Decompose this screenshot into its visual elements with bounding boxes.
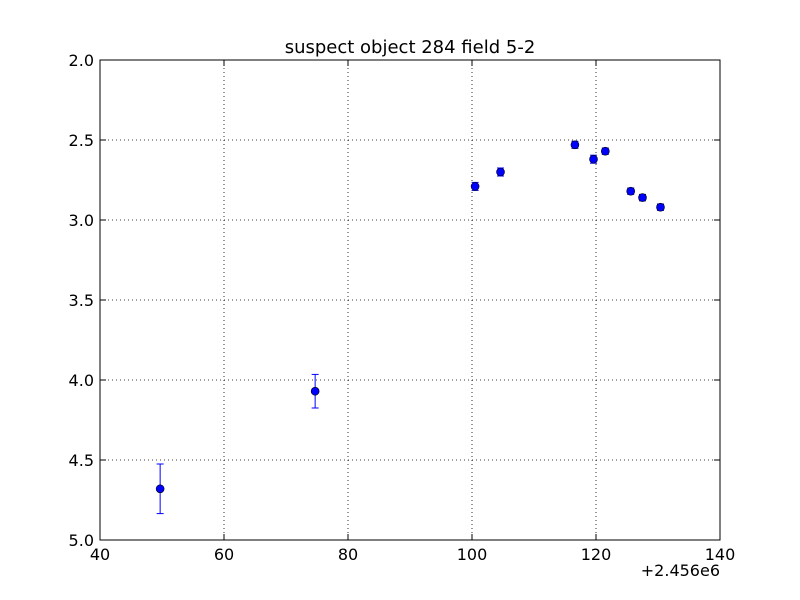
x-tick-label: 140 (705, 545, 736, 564)
data-point (589, 154, 598, 164)
data-marks (155, 140, 665, 515)
grid (100, 60, 720, 540)
y-tick-label: 3.0 (69, 211, 94, 230)
data-point (626, 186, 636, 196)
chart-title: suspect object 284 field 5-2 (285, 37, 536, 58)
data-point (600, 146, 610, 156)
y-tick-label: 4.0 (69, 371, 94, 390)
x-tick-label: 120 (581, 545, 612, 564)
y-tick-label: 4.5 (69, 451, 94, 470)
y-tick-label: 3.5 (69, 291, 94, 310)
x-tick-label: 80 (338, 545, 358, 564)
data-point (638, 193, 647, 202)
data-point (155, 484, 165, 494)
x-tick-label: 100 (457, 545, 488, 564)
data-point (310, 386, 320, 396)
y-tick-label: 2.0 (69, 51, 94, 70)
data-point (570, 140, 580, 150)
x-tick-label: 60 (214, 545, 234, 564)
x-tick-label: 40 (90, 545, 110, 564)
y-tick-label: 2.5 (69, 131, 94, 150)
data-point (656, 202, 665, 212)
y-tick-label: 5.0 (69, 531, 94, 550)
data-point (496, 167, 505, 177)
x-offset-label: +2.456e6 (641, 561, 720, 580)
data-point (470, 182, 480, 191)
axis-ticks: 40 60 80 100 120 140 2.0 2.5 3.0 3.5 4.0 4.5 5.0 (69, 51, 736, 564)
